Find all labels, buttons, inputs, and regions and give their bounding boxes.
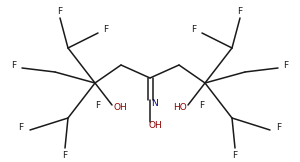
Text: OH: OH: [148, 121, 162, 129]
Text: F: F: [232, 151, 238, 161]
Text: OH: OH: [113, 103, 127, 111]
Text: N: N: [152, 98, 158, 108]
Text: F: F: [200, 102, 205, 110]
Text: F: F: [62, 151, 68, 161]
Text: HO: HO: [173, 103, 187, 111]
Text: F: F: [191, 24, 196, 34]
Text: F: F: [237, 6, 243, 16]
Text: F: F: [95, 102, 101, 110]
Text: F: F: [11, 62, 16, 70]
Text: F: F: [18, 122, 24, 132]
Text: F: F: [103, 24, 109, 34]
Text: F: F: [57, 6, 63, 16]
Text: F: F: [284, 62, 289, 70]
Text: F: F: [276, 122, 282, 132]
